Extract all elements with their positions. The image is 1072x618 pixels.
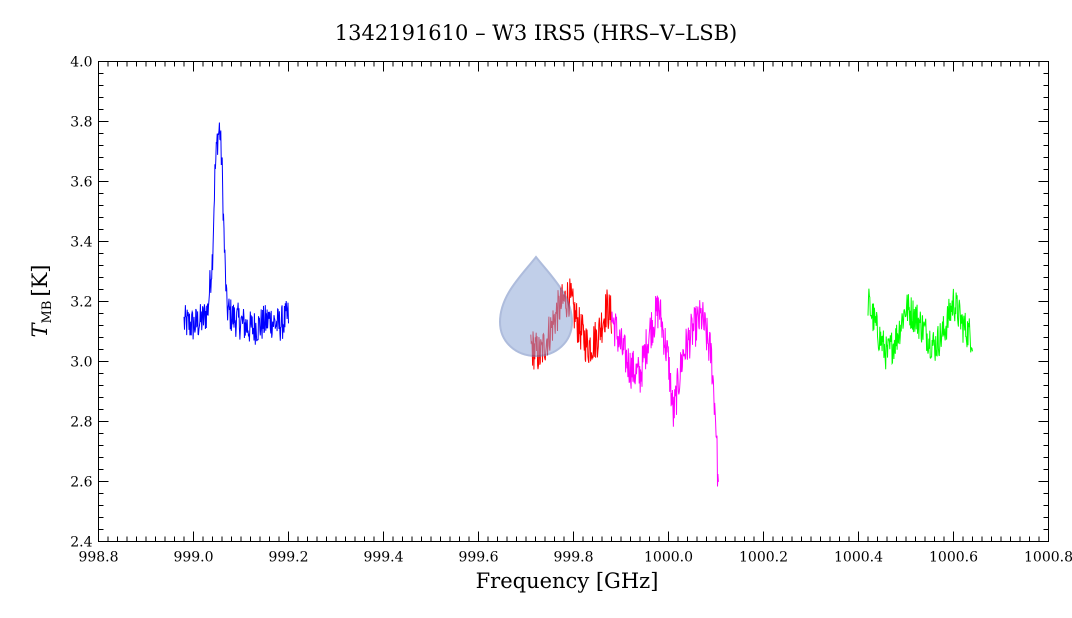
spectrum-series-3 (611, 295, 719, 487)
x-tick-label: 998.8 (78, 550, 118, 566)
y-axis-label-unit: [K] (28, 265, 52, 297)
x-tick-label: 1000.0 (644, 550, 693, 566)
x-tick-label: 999.4 (363, 550, 403, 566)
y-tick-label: 3.0 (70, 355, 92, 371)
y-tick-label: 4.0 (70, 55, 92, 71)
x-tick-label: 999.0 (173, 550, 213, 566)
y-tick-label: 3.2 (70, 295, 92, 311)
y-tick-label: 2.8 (70, 415, 92, 431)
spectrum-series-1 (183, 122, 289, 345)
x-tick-label: 1000.8 (1024, 550, 1072, 566)
y-axis-label-main: T (28, 321, 52, 337)
y-axis: 2.4 2.6 2.8 3.0 3.2 3.4 3.6 3.8 4.0 (70, 55, 1049, 551)
x-tick-label: 999.6 (458, 550, 498, 566)
y-tick-label: 2.4 (70, 535, 92, 551)
spectrum-series-4 (867, 288, 973, 370)
plot-series (183, 122, 973, 487)
x-tick-label: 999.2 (268, 550, 308, 566)
watermark (498, 255, 574, 358)
x-tick-label: 1000.4 (834, 550, 883, 566)
y-tick-label: 3.4 (70, 235, 92, 251)
chart-title: 1342191610 – W3 IRS5 (HRS–V–LSB) (335, 21, 737, 45)
x-tick-label: 1000.2 (739, 550, 788, 566)
x-tick-label: 1000.6 (929, 550, 978, 566)
x-axis-label: Frequency [GHz] (476, 569, 659, 593)
y-tick-label: 3.8 (70, 115, 92, 131)
y-axis-label-sub: MB (40, 301, 55, 324)
y-tick-label: 2.6 (70, 475, 92, 491)
x-axis: 998.8 999.0 999.2 999.4 999.6 999.8 1000.0 1000… (78, 61, 1072, 566)
watermark-drop-icon (498, 255, 574, 358)
x-tick-label: 999.8 (553, 550, 593, 566)
y-tick-label: 3.6 (70, 175, 92, 191)
y-axis-label: TMB [K] (28, 265, 55, 338)
